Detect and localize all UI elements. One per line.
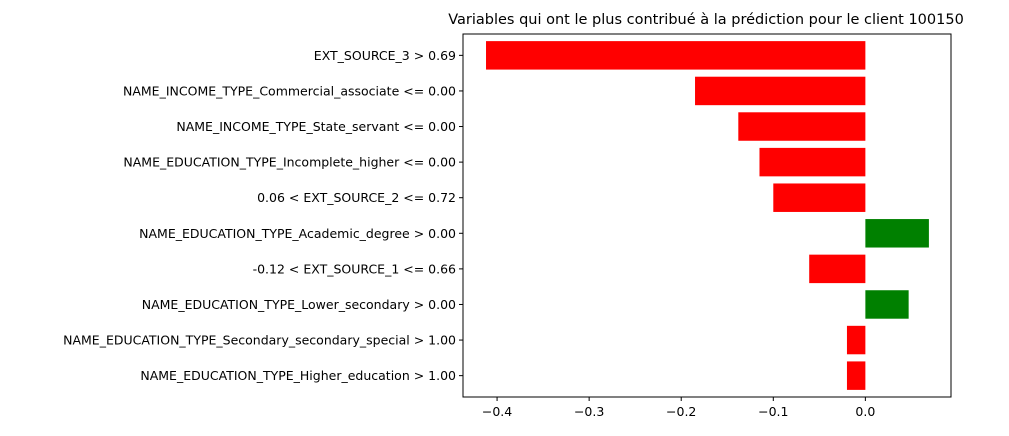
- x-tick-label-4: 0.0: [855, 404, 875, 419]
- bars-group: [486, 41, 929, 390]
- bar-8: [846, 325, 866, 355]
- chart-title: Variables qui ont le plus contribué à la…: [448, 12, 964, 28]
- category-label-3: NAME_EDUCATION_TYPE_Incomplete_higher <=…: [123, 155, 456, 170]
- bar-0: [486, 41, 866, 70]
- x-tick-label-1: −0.3: [574, 404, 604, 419]
- bar-2: [738, 112, 866, 141]
- category-label-7: NAME_EDUCATION_TYPE_Lower_secondary > 0.…: [142, 297, 456, 312]
- bar-3: [759, 147, 866, 177]
- category-label-8: NAME_EDUCATION_TYPE_Secondary_secondary_…: [63, 333, 456, 348]
- category-label-4: 0.06 < EXT_SOURCE_2 <= 0.72: [257, 190, 456, 205]
- bar-4: [773, 183, 866, 212]
- bar-6: [809, 254, 866, 284]
- x-tick-label-0: −0.4: [482, 404, 512, 419]
- bar-7: [865, 290, 909, 319]
- category-label-5: NAME_EDUCATION_TYPE_Academic_degree > 0.…: [139, 226, 456, 241]
- x-tick-label-2: −0.2: [666, 404, 696, 419]
- x-axis-ticks: −0.4 −0.3 −0.2 −0.1 0.0: [482, 397, 875, 419]
- x-tick-label-3: −0.1: [758, 404, 788, 419]
- category-label-9: NAME_EDUCATION_TYPE_Higher_education > 1…: [140, 368, 456, 383]
- category-label-1: NAME_INCOME_TYPE_Commercial_associate <=…: [123, 83, 456, 98]
- category-label-2: NAME_INCOME_TYPE_State_servant <= 0.00: [176, 119, 456, 134]
- category-labels: EXT_SOURCE_3 > 0.69 NAME_INCOME_TYPE_Comm…: [63, 48, 463, 383]
- bar-1: [695, 76, 866, 106]
- plot-frame: [462, 33, 952, 398]
- category-label-0: EXT_SOURCE_3 > 0.69: [314, 48, 456, 63]
- bar-5: [865, 219, 929, 248]
- category-label-6: -0.12 < EXT_SOURCE_1 <= 0.66: [253, 261, 456, 276]
- bar-9: [846, 361, 866, 390]
